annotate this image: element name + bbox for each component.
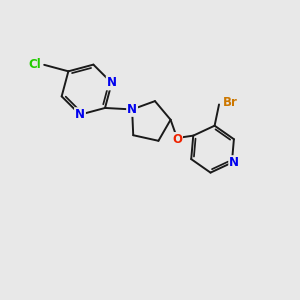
Text: N: N — [229, 156, 239, 169]
Text: Br: Br — [223, 96, 237, 109]
Text: Cl: Cl — [28, 58, 41, 71]
Text: N: N — [127, 103, 137, 116]
Text: O: O — [172, 133, 182, 146]
Text: N: N — [75, 108, 85, 121]
Text: N: N — [107, 76, 117, 89]
